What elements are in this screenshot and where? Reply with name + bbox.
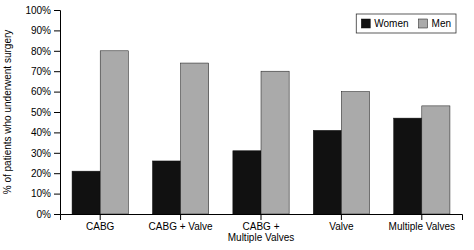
tick-label: 30% bbox=[31, 148, 51, 159]
tick: 20% bbox=[31, 168, 60, 179]
tick-mark bbox=[54, 51, 60, 52]
x-axis: CABGCABG + ValveCABG +Multiple ValvesVal… bbox=[61, 214, 463, 243]
tick-mark bbox=[54, 153, 60, 154]
tick: 30% bbox=[31, 148, 60, 159]
tick-label: 20% bbox=[31, 168, 51, 179]
bar bbox=[341, 92, 369, 214]
tick-label: CABG +Multiple Valves bbox=[228, 221, 295, 243]
legend-swatch bbox=[419, 19, 428, 28]
tick-mark bbox=[421, 214, 422, 220]
bar bbox=[152, 161, 180, 214]
legend-label: Women bbox=[374, 18, 408, 29]
tick-mark bbox=[180, 214, 181, 220]
tick: 40% bbox=[31, 127, 60, 138]
bar bbox=[233, 151, 261, 214]
tick-label: Valve bbox=[329, 221, 354, 232]
tick: Multiple Valves bbox=[389, 214, 456, 232]
tick-label: CABG + Valve bbox=[149, 221, 213, 232]
tick-label: 10% bbox=[31, 188, 51, 199]
bar bbox=[181, 63, 209, 214]
tick: 0% bbox=[37, 209, 60, 220]
tick-label: 40% bbox=[31, 127, 51, 138]
tick-label: 60% bbox=[31, 86, 51, 97]
tick-label-line: CABG + bbox=[243, 221, 280, 232]
tick-label: 100% bbox=[25, 5, 51, 16]
axis-line bbox=[61, 215, 463, 221]
tick-mark bbox=[100, 214, 101, 220]
legend-frame bbox=[356, 14, 456, 33]
tick: 50% bbox=[31, 107, 60, 118]
tick: 80% bbox=[31, 46, 60, 57]
tick-label: Multiple Valves bbox=[389, 221, 456, 232]
y-axis: 0% 10% 20% 30% 40% 50% 60% 70% 80% 90% 100% bbox=[25, 5, 60, 220]
tick-label: 50% bbox=[31, 107, 51, 118]
legend-swatch bbox=[361, 19, 370, 28]
tick-mark bbox=[54, 92, 60, 93]
tick-mark bbox=[54, 132, 60, 133]
tick-mark bbox=[54, 194, 60, 195]
tick-label-line: CABG + Valve bbox=[149, 221, 213, 232]
legend-item: Men bbox=[419, 18, 451, 29]
y-axis-title: % of patients who underwent surgery bbox=[2, 30, 13, 195]
tick-label-line: Valve bbox=[329, 221, 354, 232]
tick-mark bbox=[54, 10, 60, 11]
tick: CABG bbox=[86, 214, 115, 232]
tick-label: CABG bbox=[86, 221, 115, 232]
legend: Women Men bbox=[356, 14, 456, 33]
legend-item: Women bbox=[361, 18, 408, 29]
tick: Valve bbox=[329, 214, 354, 232]
tick-label-line: CABG bbox=[86, 221, 115, 232]
tick-label: 80% bbox=[31, 46, 51, 57]
tick: 10% bbox=[31, 188, 60, 199]
bar bbox=[100, 51, 128, 214]
bars bbox=[72, 51, 450, 214]
tick: 90% bbox=[31, 25, 60, 36]
tick-mark bbox=[54, 112, 60, 113]
bar bbox=[72, 171, 100, 214]
tick-mark bbox=[54, 214, 60, 215]
tick: 70% bbox=[31, 66, 60, 77]
tick: 100% bbox=[25, 5, 60, 16]
tick-mark bbox=[261, 214, 262, 220]
tick-label-line: Multiple Valves bbox=[389, 221, 456, 232]
tick-label: 70% bbox=[31, 66, 51, 77]
tick-mark bbox=[341, 214, 342, 220]
axis-line bbox=[54, 11, 61, 215]
tick-label-line: Multiple Valves bbox=[228, 232, 295, 243]
tick-mark bbox=[54, 30, 60, 31]
tick-mark bbox=[54, 71, 60, 72]
series bbox=[100, 51, 450, 214]
tick-mark bbox=[54, 173, 60, 174]
plot: 0% 10% 20% 30% 40% 50% 60% 70% 80% 90% 100% CABG CAB… bbox=[2, 5, 462, 243]
tick-label: 90% bbox=[31, 25, 51, 36]
tick: 60% bbox=[31, 86, 60, 97]
bar bbox=[422, 106, 450, 214]
bar bbox=[261, 71, 289, 214]
tick: CABG +Multiple Valves bbox=[228, 214, 295, 243]
bar bbox=[394, 118, 422, 214]
tick-label: 0% bbox=[37, 209, 52, 220]
bar bbox=[313, 130, 341, 214]
tick: CABG + Valve bbox=[149, 214, 213, 232]
chart: 0% 10% 20% 30% 40% 50% 60% 70% 80% 90% 100% CABG CAB… bbox=[0, 0, 474, 250]
legend-label: Men bbox=[432, 18, 451, 29]
